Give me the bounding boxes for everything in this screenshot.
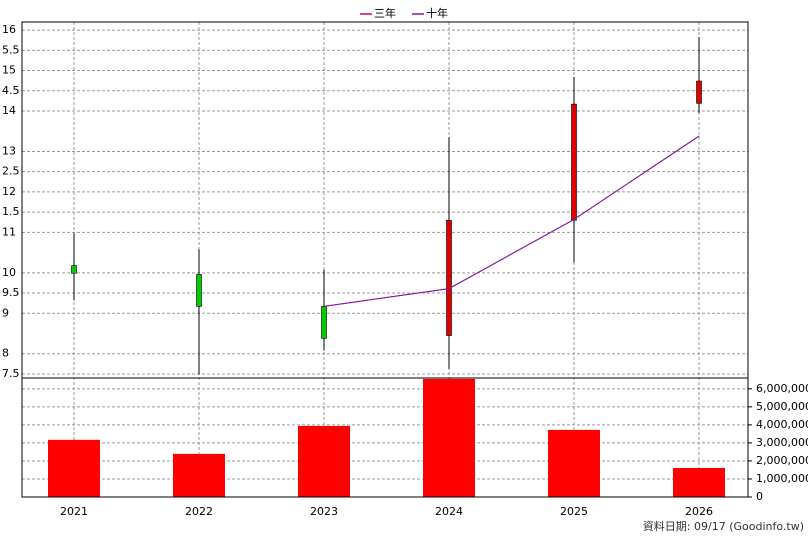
candle-body	[571, 103, 577, 221]
y-tick-label: 7.5	[2, 367, 20, 380]
x-tick-label: 2025	[560, 505, 588, 518]
y-tick-label: 9	[2, 306, 9, 319]
candle-body	[321, 306, 327, 339]
y-tick-label: 4.5	[2, 84, 20, 97]
y2-tick-label: 0	[756, 490, 763, 503]
y-tick-label: 8	[2, 347, 9, 360]
candle-body	[446, 219, 452, 336]
y-tick-label: 14	[2, 104, 16, 117]
y-tick-label: 1.5	[2, 205, 20, 218]
x-tick-label: 2022	[185, 505, 213, 518]
legend-label: 十年	[426, 6, 448, 20]
y2-tick-label: 5,000,000	[756, 400, 808, 413]
candle-body	[71, 265, 77, 274]
volume-bar	[548, 429, 600, 497]
x-tick-label: 2024	[435, 505, 463, 518]
y-tick-label: 5.5	[2, 43, 20, 56]
candle-body	[696, 80, 702, 104]
volume-bar	[48, 439, 100, 497]
average-line	[323, 135, 700, 307]
y-tick-label: 12	[2, 185, 16, 198]
volume-bar	[423, 378, 475, 497]
y2-tick-label: 4,000,000	[756, 418, 808, 431]
legend-label: 三年	[374, 6, 396, 20]
y-tick-label: 9.5	[2, 286, 20, 299]
y-tick-label: 2.5	[2, 165, 20, 178]
y-tick-label: 13	[2, 144, 16, 157]
y2-tick-label: 2,000,000	[756, 454, 808, 467]
y-tick-label: 16	[2, 23, 16, 36]
y2-tick-label: 6,000,000	[756, 382, 808, 395]
x-tick-label: 2021	[60, 505, 88, 518]
y-tick-label: 11	[2, 225, 16, 238]
y-tick-label: 10	[2, 266, 16, 279]
source-note: 資料日期: 09/17 (Goodinfo.tw)	[643, 519, 804, 533]
y2-tick-label: 3,000,000	[756, 436, 808, 449]
y2-tick-label: 1,000,000	[756, 472, 808, 485]
x-tick-label: 2023	[310, 505, 338, 518]
volume-bar	[173, 453, 225, 497]
volume-bar	[673, 467, 725, 497]
volume-bar	[298, 425, 350, 497]
candle-body	[196, 274, 202, 307]
volume-panel-frame	[21, 377, 749, 498]
x-tick-label: 2026	[685, 505, 713, 518]
y-tick-label: 15	[2, 64, 16, 77]
